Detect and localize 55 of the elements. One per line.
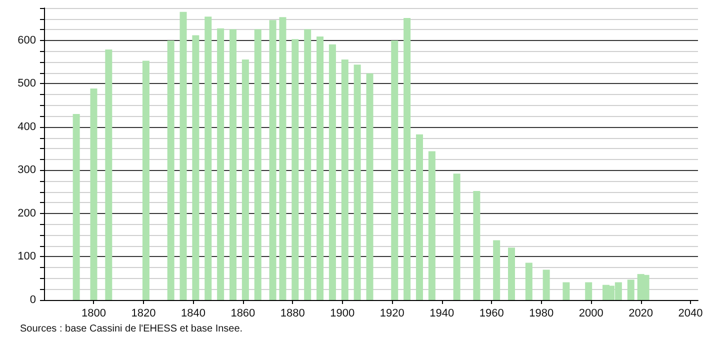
x-tick-label: 1800 bbox=[81, 308, 106, 320]
bar bbox=[585, 282, 592, 300]
bar bbox=[192, 35, 200, 300]
bar bbox=[316, 36, 324, 300]
bar bbox=[254, 29, 262, 300]
bar bbox=[453, 174, 460, 300]
x-tick-label: 1920 bbox=[380, 308, 404, 320]
bar bbox=[328, 44, 336, 300]
bar bbox=[90, 88, 98, 300]
bar bbox=[217, 28, 224, 300]
bar bbox=[354, 64, 361, 300]
x-tick-label: 1820 bbox=[131, 308, 156, 320]
bar bbox=[562, 282, 570, 300]
bar bbox=[105, 50, 112, 300]
x-tick-label: 1860 bbox=[230, 308, 256, 320]
y-tick-label: 400 bbox=[18, 120, 36, 133]
bar bbox=[269, 20, 276, 300]
bar bbox=[72, 114, 80, 300]
x-tick-label: 1900 bbox=[330, 308, 355, 320]
bar bbox=[493, 240, 500, 300]
x-tick-label: 1980 bbox=[529, 308, 554, 320]
bar bbox=[428, 151, 436, 300]
y-tick-label: 0 bbox=[30, 294, 36, 306]
bar bbox=[473, 190, 480, 300]
x-tick-label: 1960 bbox=[479, 308, 504, 320]
x-tick-label: 1940 bbox=[430, 308, 454, 320]
bar bbox=[242, 59, 249, 300]
bar bbox=[279, 17, 286, 300]
bar bbox=[627, 280, 634, 300]
y-tick-label: 200 bbox=[18, 207, 36, 220]
x-tick-label: 2040 bbox=[678, 308, 703, 320]
bar bbox=[542, 270, 550, 300]
bar bbox=[180, 12, 187, 300]
bar bbox=[167, 40, 174, 300]
y-tick-label: 500 bbox=[18, 78, 36, 90]
bar bbox=[391, 40, 398, 300]
x-tick-label: 1840 bbox=[180, 308, 206, 320]
y-tick-label: 300 bbox=[18, 164, 36, 176]
x-tick-label: 2000 bbox=[578, 308, 604, 320]
bar bbox=[229, 29, 236, 300]
bar bbox=[416, 134, 423, 300]
bar bbox=[304, 29, 312, 300]
y-tick-label: 600 bbox=[18, 34, 36, 46]
y-tick-label: 100 bbox=[18, 250, 36, 263]
x-tick-label: 2020 bbox=[628, 308, 654, 320]
bar bbox=[525, 262, 532, 300]
bar bbox=[404, 18, 411, 300]
bar bbox=[508, 248, 515, 300]
bar bbox=[204, 16, 212, 300]
x-tick-label: 1880 bbox=[280, 308, 305, 320]
bar bbox=[366, 73, 374, 300]
bar bbox=[142, 60, 150, 300]
bar bbox=[292, 39, 299, 300]
source-note: Sources : base Cassini de l'EHESS et base Insee. bbox=[20, 324, 243, 334]
bar bbox=[341, 59, 348, 300]
